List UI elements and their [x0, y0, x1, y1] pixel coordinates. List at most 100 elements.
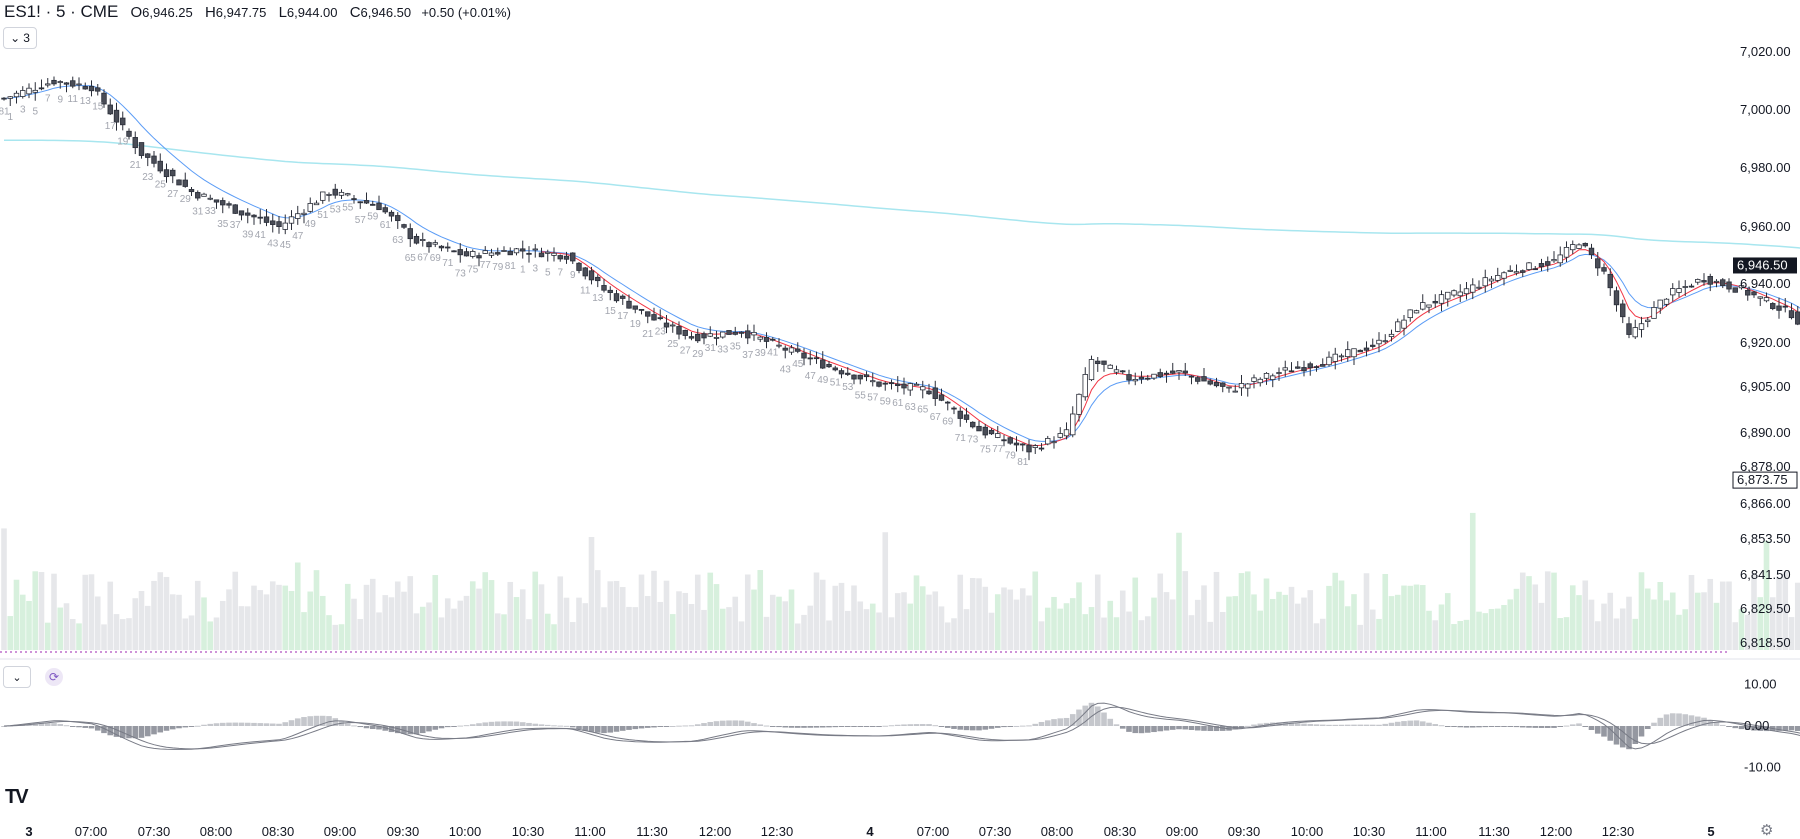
symbol-title[interactable]: ES1! · 5 · CME	[4, 2, 119, 21]
high-key: H	[204, 4, 216, 21]
volume-bar	[1701, 592, 1707, 650]
candle-body	[1207, 380, 1213, 385]
bar-count-label: 37	[230, 220, 242, 231]
volume-bar	[451, 608, 457, 650]
volume-bar	[794, 623, 801, 650]
indicator-collapse-button[interactable]: ⌄ 3	[3, 27, 37, 49]
bar-count-label: 11	[580, 285, 591, 296]
candle-body	[695, 333, 701, 342]
candle-body	[545, 251, 551, 254]
macd-pane-collapse-button[interactable]: ⌄	[3, 666, 31, 688]
macd-histogram-bar	[419, 726, 426, 734]
candle-body	[932, 387, 938, 399]
candle-body	[32, 89, 38, 93]
candle-body	[438, 245, 445, 249]
candle-body	[920, 386, 926, 391]
candle-body	[1145, 377, 1151, 380]
macd-histogram-bar	[1369, 724, 1376, 726]
volume-bar	[1476, 611, 1482, 650]
volume-bar	[694, 574, 701, 650]
candle-body	[832, 367, 838, 371]
volume-bar	[1619, 608, 1626, 650]
volume-bar	[1301, 597, 1307, 650]
bar-count-label: 5	[32, 107, 38, 118]
volume-bar	[163, 576, 170, 650]
macd-histogram-bar	[594, 726, 601, 733]
macd-histogram-bar	[476, 723, 482, 726]
macd-histogram-bar	[1063, 717, 1070, 726]
open-key: O	[130, 4, 143, 21]
candle-body	[857, 374, 863, 380]
low-value: 6,944.00	[286, 5, 338, 20]
time-tick-label: 3	[25, 824, 32, 839]
volume-bar	[844, 610, 851, 650]
macd-histogram-bar	[69, 726, 76, 727]
candle-body	[745, 330, 751, 339]
volume-bar	[1363, 573, 1370, 650]
bar-count-label: 41	[255, 230, 267, 241]
bar-count-label: 19	[117, 136, 129, 147]
candle-body	[970, 421, 976, 428]
volume-bar	[282, 585, 289, 650]
macd-histogram-bar	[1182, 726, 1189, 730]
bar-count-label: 27	[167, 189, 179, 200]
candle-body	[251, 214, 257, 218]
bar-count-label: 21	[642, 329, 654, 340]
macd-histogram-bar	[507, 721, 514, 726]
time-tick-label: 5	[1707, 824, 1714, 839]
macd-histogram-bar	[882, 725, 889, 727]
candle-body	[1007, 437, 1013, 444]
macd-histogram-bar	[763, 725, 770, 727]
candle-body	[1351, 348, 1357, 358]
time-tick-label: 11:00	[1415, 824, 1447, 839]
candle-body	[670, 324, 676, 327]
bar-count-label: 81	[1017, 457, 1029, 468]
candle-body	[907, 383, 913, 391]
volume-bar	[613, 580, 620, 650]
candle-body	[701, 333, 707, 339]
volume-bar	[132, 598, 139, 650]
volume-bar	[676, 591, 682, 650]
volume-bar	[294, 562, 301, 650]
volume-bar	[932, 591, 939, 650]
candle-body	[376, 202, 382, 211]
candle-body	[1626, 323, 1632, 335]
volume-bar	[1513, 588, 1520, 650]
macd-histogram-bar	[588, 726, 595, 732]
candle-body	[195, 192, 201, 199]
volume-bar	[894, 593, 901, 650]
settings-icon[interactable]: ⚙	[1760, 822, 1774, 839]
macd-histogram-bar	[1782, 726, 1789, 731]
refresh-icon[interactable]: ⟳	[45, 668, 63, 686]
candle-body	[201, 193, 207, 197]
candle-body	[263, 216, 270, 223]
candle-body	[351, 198, 357, 201]
volume-bar	[1519, 572, 1526, 650]
volume-bar	[1157, 573, 1164, 650]
macd-histogram-bar	[1563, 725, 1570, 727]
volume-bar	[338, 624, 345, 650]
candle-body	[1345, 349, 1351, 358]
ema-mid-line	[3, 84, 1800, 442]
bar-count-label: 79	[1005, 451, 1017, 462]
bar-count-label: 59	[880, 397, 892, 408]
volume-bar	[838, 582, 845, 650]
macd-histogram-bar	[1344, 724, 1351, 726]
volume-bar	[476, 588, 482, 650]
candle-body	[482, 250, 488, 254]
candle-body	[1088, 359, 1095, 381]
macd-histogram-bar	[688, 725, 695, 727]
candle-body	[1563, 246, 1570, 258]
candle-body	[1295, 366, 1301, 369]
volume-bar	[1307, 590, 1314, 650]
price-axis: 7,020.00 7,000.00 6,980.00 6,960.00 6,940.00…	[1740, 44, 1791, 650]
macd-histogram-bar	[44, 723, 51, 726]
macd-histogram-bar	[294, 718, 301, 726]
volume-bar	[1151, 597, 1157, 650]
candle-body	[26, 87, 32, 95]
volume-bar	[657, 601, 664, 650]
macd-histogram-bar	[94, 726, 101, 731]
macd-histogram-bar	[1401, 721, 1407, 726]
tradingview-logo-icon[interactable]: TV	[5, 786, 29, 808]
